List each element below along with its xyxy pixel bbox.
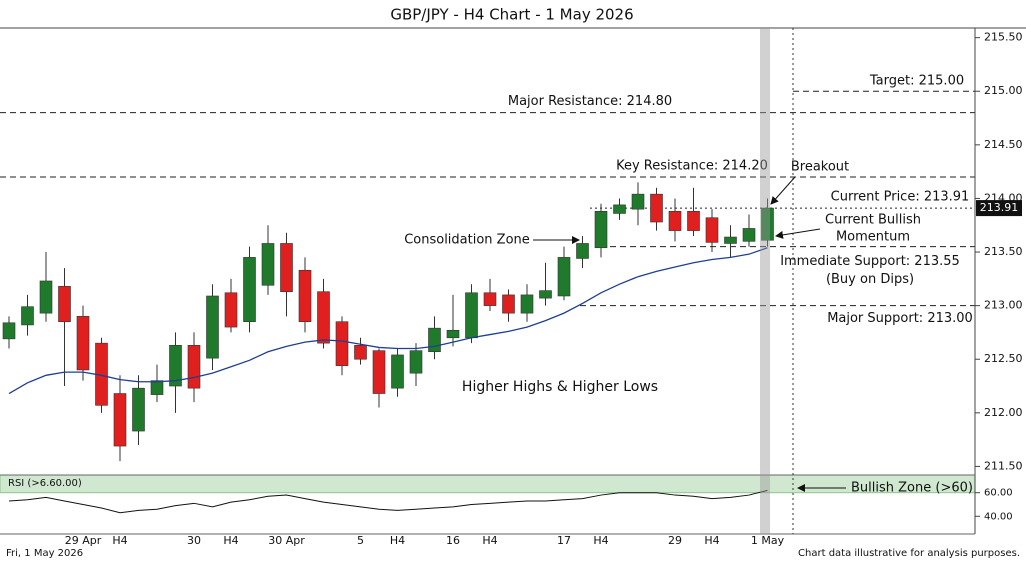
y-tick-label: 212.00 xyxy=(984,406,1023,419)
y-tick-label: 211.50 xyxy=(984,459,1023,472)
candle-body xyxy=(465,292,478,339)
price-tag: 213.91 xyxy=(976,200,1022,217)
candle-body xyxy=(298,269,312,323)
candle-body xyxy=(2,322,16,340)
candle-body xyxy=(150,380,164,395)
candle-body xyxy=(576,243,589,259)
candle-body xyxy=(76,316,90,371)
candle-body xyxy=(502,294,515,314)
candle-body xyxy=(446,329,460,339)
x-tick-label: 30 xyxy=(187,534,201,547)
candle-body xyxy=(372,350,386,394)
candle-body xyxy=(742,228,756,242)
moving-average xyxy=(8,247,768,395)
candle-body xyxy=(631,193,645,210)
candle-body xyxy=(280,243,293,292)
candle-body xyxy=(391,354,404,389)
level-note: (Buy on Dips) xyxy=(826,272,914,287)
candle-body xyxy=(39,280,53,314)
arrow xyxy=(775,228,821,239)
annotation: Breakout xyxy=(791,160,849,175)
rsi-bullish-zone xyxy=(0,474,976,494)
x-tick-label: 1 May xyxy=(751,534,785,547)
x-tick-label: H4 xyxy=(482,534,497,547)
x-tick-label: H4 xyxy=(112,534,127,547)
candle-body xyxy=(21,306,34,326)
candle-body xyxy=(354,344,367,360)
rsi-label: RSI (>6.60.00) xyxy=(8,478,82,489)
x-tick-label: H4 xyxy=(223,534,238,547)
annotation: Consolidation Zone xyxy=(404,233,530,248)
x-tick-label: 17 xyxy=(557,534,571,547)
annotation: Bullish Zone (>60) xyxy=(851,481,973,496)
x-tick-label: H4 xyxy=(593,534,608,547)
annotation: Momentum xyxy=(836,230,910,245)
candle-body xyxy=(224,292,238,328)
candle-body xyxy=(539,290,552,299)
level-label: Immediate Support: 213.55 xyxy=(780,254,960,269)
rsi-line xyxy=(8,489,768,514)
annotation: Higher Highs & Higher Lows xyxy=(462,379,658,395)
x-tick-label: H4 xyxy=(390,534,405,547)
candle-body xyxy=(594,211,608,249)
price-tag-box xyxy=(976,200,1022,217)
candle-body xyxy=(687,211,700,231)
level-label: Major Support: 213.00 xyxy=(827,311,973,326)
candle-body xyxy=(520,294,534,314)
y-tick-label: 214.50 xyxy=(984,138,1023,151)
candle-body xyxy=(668,211,682,231)
x-tick-label: 16 xyxy=(446,534,460,547)
level-label: Key Resistance: 214.20 xyxy=(616,159,768,174)
x-tick-label: 30 Apr xyxy=(268,534,305,547)
rsi-tick-label: 40.00 xyxy=(984,511,1013,522)
candle-body xyxy=(557,257,571,297)
candle-body xyxy=(335,321,349,366)
price-tag-label: 213.91 xyxy=(980,201,1019,214)
level-label: Major Resistance: 214.80 xyxy=(508,94,672,109)
candle-body xyxy=(317,291,330,344)
x-tick-label: 5 xyxy=(357,534,364,547)
footer-left: Fri, 1 May 2026 xyxy=(6,548,83,559)
candle-body xyxy=(243,257,256,323)
candle-body xyxy=(169,344,182,387)
candle-body xyxy=(58,286,71,323)
rsi-tick-label: 60.00 xyxy=(984,488,1013,499)
x-tick-label: H4 xyxy=(704,534,719,547)
candle-body xyxy=(761,207,774,241)
x-tick-label: 29 xyxy=(668,534,682,547)
candle-body xyxy=(132,387,145,432)
y-tick-label: 215.50 xyxy=(984,31,1023,44)
x-tick-label: 29 Apr xyxy=(65,534,102,547)
level-label: Target: 215.00 xyxy=(869,74,964,89)
y-tick-label: 213.50 xyxy=(984,245,1023,258)
y-tick-label: 213.00 xyxy=(984,299,1023,312)
current-candle-band xyxy=(760,28,770,534)
candle-body xyxy=(724,236,737,244)
y-tick-label: 215.00 xyxy=(984,84,1023,97)
arrow xyxy=(770,176,796,205)
candle-body xyxy=(650,193,663,223)
chart-title: GBP/JPY - H4 Chart - 1 May 2026 xyxy=(390,6,633,24)
candle-body xyxy=(613,204,626,214)
candle-body xyxy=(261,243,275,286)
candle-body xyxy=(705,217,719,243)
candle-body xyxy=(483,292,497,306)
footer-right: Chart data illustrative for analysis pur… xyxy=(798,548,1020,559)
candle-body xyxy=(187,344,201,389)
candle-body xyxy=(409,350,423,374)
candle-body xyxy=(206,295,219,359)
candle-body xyxy=(113,393,127,447)
level-label: Current Price: 213.91 xyxy=(831,190,970,205)
y-tick-label: 212.50 xyxy=(984,352,1023,365)
annotation: Current Bullish xyxy=(825,213,921,228)
candle-body xyxy=(428,327,441,353)
